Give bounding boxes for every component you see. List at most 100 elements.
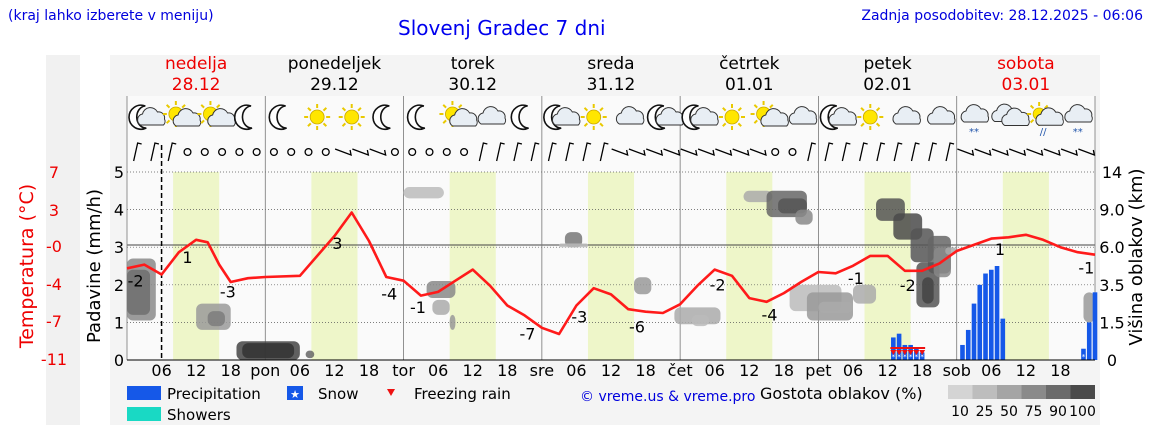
precip-bar [983,273,988,360]
legend-precip-label: Precipitation [167,385,261,403]
cloud-patch [922,277,934,304]
cloud-icon [690,107,719,126]
cloud-patch [818,301,853,313]
cloud-icon [1064,104,1093,123]
precip-bar [971,303,977,360]
temp-axis-bg [46,55,80,425]
temp-tick-label: -7 [46,312,62,331]
cloud-icon [892,106,921,125]
wind-barb [1078,148,1096,157]
x-tick-label: 06 [151,361,171,380]
moon-icon [510,104,529,131]
cloud-height-tick-label: 14 [1102,163,1122,182]
day-date: 29.12 [310,75,359,95]
cloud-icon [172,108,202,127]
temperature-label: -3 [571,308,587,327]
cloud-height-axis-label: Višina oblakov (km) [1126,168,1147,345]
cloud-icon [828,107,857,126]
cloud-density-level: 75 [1025,404,1043,420]
precip-tick-label: 0 [114,351,124,370]
x-tick-label: 12 [186,361,206,380]
temp-tick-label: 7 [49,163,59,182]
temp-tick-label: -11 [41,350,67,369]
precip-bar [994,266,1000,360]
cloud-icon [552,107,581,126]
day-name: ponedeljek [288,54,382,74]
cloud-density-level: 90 [1049,404,1067,420]
day-date: 31.12 [587,75,636,95]
wind-calm [425,147,434,157]
daylight-band [173,172,220,360]
temperature-label: 1 [182,248,192,267]
cloud-height-tick-label: 1.5 [1099,313,1124,332]
wind-barb [957,148,975,157]
wind-barb [1026,148,1044,157]
region-hint: (kraj lahko izberete v meniju) [8,8,214,24]
temperature-label: -2 [128,271,144,290]
cloud-patch [242,343,295,359]
snow-marker: * [1082,353,1086,361]
cloud-patch [691,314,709,327]
x-tick-label: pon [250,361,280,380]
cloud-patch [743,190,773,203]
temp-tick-label: -4 [46,275,62,294]
day-date: 01.01 [725,75,774,95]
wind-barb [824,142,834,162]
wind-barb [663,148,681,157]
day-name: nedelja [165,54,227,74]
wind-calm [252,147,261,157]
wind-barb [991,148,1009,157]
x-tick-label: 18 [635,361,655,380]
cloud-icon [760,108,789,127]
x-tick-label: 12 [1016,361,1036,380]
x-tick-label: sre [530,361,554,380]
temperature-label: -2 [710,276,726,295]
x-tick-label: 18 [359,361,379,380]
cloud-icon [960,104,990,123]
snow-marker: * [920,353,924,361]
freezing-rain-marker [913,350,920,355]
x-tick-label: 18 [497,361,517,380]
precip-axis-label: Padavine (mm/h) [84,189,105,343]
cloud-patch [127,269,151,315]
day-date: 28.12 [172,75,221,95]
temperature-label: -2 [900,276,916,295]
daylight-band [587,172,635,360]
cloud-patch [449,314,456,330]
wind-barb [167,142,177,162]
cloud-patch [910,228,934,263]
temperature-line [126,211,1096,336]
moon-icon [268,104,287,131]
day-date: 02.01 [863,75,912,95]
wind-barb [133,142,142,162]
precip-bar [1081,348,1086,360]
wind-barb [150,142,160,162]
wind-barb [928,142,937,162]
day-date: 03.01 [1002,75,1051,95]
legend-freezing-label: Freezing rain [414,385,511,403]
wind-barb [945,142,955,162]
day-name: četrtek [719,54,780,74]
x-tick-label: 06 [290,361,310,380]
temp-tick-label: -0 [46,237,62,256]
wind-calm [304,147,313,157]
temperature-label: -3 [220,283,236,302]
wind-barb [478,142,488,162]
cloud-density-level: 100 [1069,404,1096,420]
x-tick-label: 18 [1050,361,1070,380]
precip-bar [896,333,902,360]
moon-icon [372,104,391,131]
temperature-label: 3 [332,234,342,253]
cloud-icon [477,106,507,125]
cloud-density-title: Gostota oblakov (%) [760,384,923,403]
temperature-label: -1 [1078,258,1094,277]
cloud-patch [559,243,588,248]
precip-bar [919,352,925,360]
sun-icon [338,104,365,130]
x-tick-label: 18 [221,361,241,380]
moon-icon [406,104,426,131]
wind-barb [697,148,715,157]
wind-barb [645,148,664,157]
temperature-label: -4 [381,285,397,304]
cloud-height-tick-label: 3.5 [1099,276,1124,295]
